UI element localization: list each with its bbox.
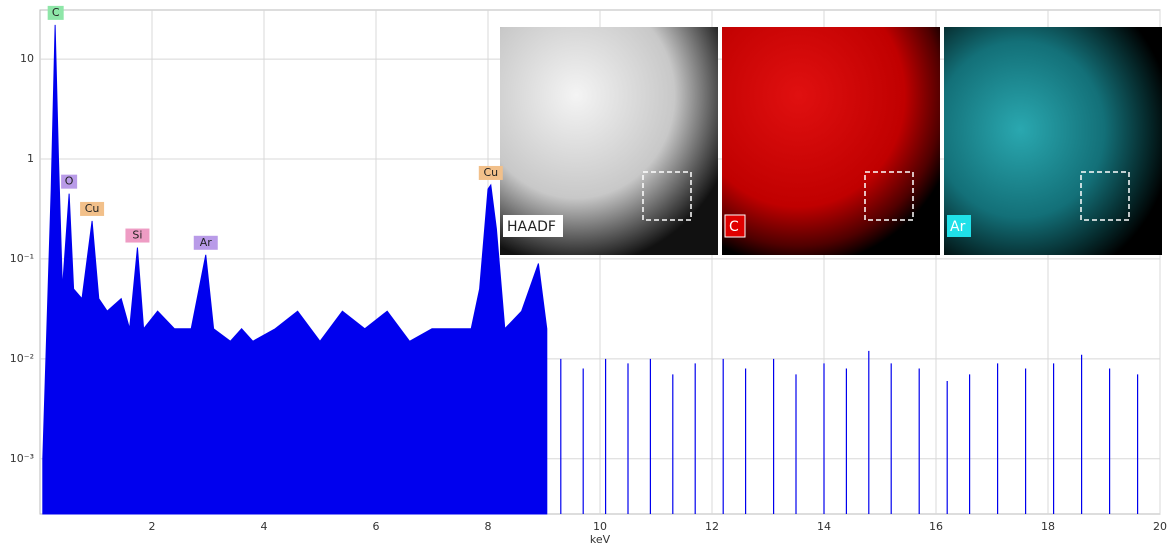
inset-label-bg — [503, 215, 563, 237]
y-tick-label: 10 — [20, 52, 34, 65]
peak-label-bg — [47, 5, 64, 20]
inset-image — [944, 27, 1162, 255]
peak-label-text: Cu — [483, 166, 498, 179]
spectrum-area — [42, 24, 548, 515]
x-tick-label: 6 — [373, 520, 380, 533]
inset-label: HAADF — [507, 219, 556, 235]
peak-label-bg — [61, 174, 78, 189]
peak-label: O — [61, 174, 78, 189]
x-tick-label: 12 — [705, 520, 719, 533]
inset-label: Ar — [950, 219, 966, 235]
data — [42, 24, 1139, 515]
peak-label-text: C — [52, 6, 60, 19]
peak-label-bg — [80, 201, 105, 216]
x-tick-label: 8 — [485, 520, 492, 533]
inset-c: C — [722, 27, 940, 255]
y-tick-label: 1 — [27, 152, 34, 165]
roi-box — [1080, 171, 1130, 221]
x-tick-label: 4 — [261, 520, 268, 533]
peak-label-bg — [193, 235, 218, 250]
peak-label-bg — [125, 228, 150, 243]
x-tick-label: 20 — [1153, 520, 1167, 533]
x-tick-label: 18 — [1041, 520, 1055, 533]
insets: HAADF C Ar — [500, 27, 1162, 255]
roi-box — [864, 171, 914, 221]
peak-label-text: Si — [132, 229, 142, 242]
roi-box — [642, 171, 692, 221]
peak-label-bg — [478, 165, 503, 180]
y-tick-label: 10⁻¹ — [10, 252, 34, 265]
peak-label: Si — [125, 228, 150, 243]
x-tick-label: 10 — [593, 520, 607, 533]
x-axis-label: keV — [590, 533, 611, 546]
x-tick-label: 2 — [149, 520, 156, 533]
peak-label: Cu — [80, 201, 105, 216]
inset-label-bg — [724, 214, 746, 238]
inset-image — [722, 27, 940, 255]
peak-label: C — [47, 5, 64, 20]
inset-label: C — [729, 219, 739, 235]
x-tick-label: 14 — [817, 520, 831, 533]
peak-label-text: O — [65, 175, 74, 188]
y-tick-label: 10⁻² — [10, 352, 34, 365]
y-tick-label: 10⁻³ — [10, 452, 34, 465]
peak-label: Cu — [478, 165, 503, 180]
inset-label-bg — [947, 215, 971, 237]
peak-label-text: Cu — [85, 202, 100, 215]
inset-haadf: HAADF — [500, 27, 718, 255]
inset-ar: Ar — [944, 27, 1162, 255]
peak-label: Ar — [193, 235, 218, 250]
x-tick-label: 16 — [929, 520, 943, 533]
peak-label-text: Ar — [200, 236, 213, 249]
